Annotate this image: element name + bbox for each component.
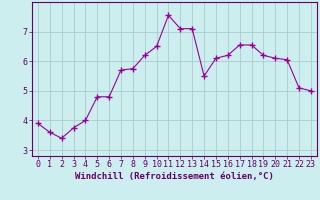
X-axis label: Windchill (Refroidissement éolien,°C): Windchill (Refroidissement éolien,°C) <box>75 172 274 181</box>
